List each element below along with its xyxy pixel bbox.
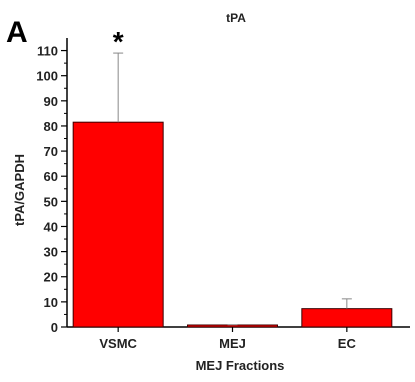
- y-tick-label: 80: [44, 119, 58, 134]
- y-tick-label: 70: [44, 144, 58, 159]
- y-tick-label: 100: [36, 69, 58, 84]
- x-tick-label: MEJ: [219, 336, 246, 351]
- y-tick-label: 110: [37, 44, 58, 59]
- bar-mej: [188, 325, 278, 327]
- y-tick-label: 10: [44, 295, 58, 310]
- y-tick-label: 90: [44, 94, 58, 109]
- y-axis-title: tPA/GAPDH: [12, 154, 27, 226]
- bar-vsmc: [73, 122, 163, 327]
- y-tick-label: 20: [44, 270, 58, 285]
- x-axis-title: MEJ Fractions: [196, 358, 285, 373]
- panel-label: A: [6, 16, 28, 49]
- y-tick-label: 50: [44, 194, 58, 209]
- significance-marker: *: [113, 26, 124, 57]
- y-tick-label: 0: [51, 320, 58, 335]
- plot-area: 0 10 20 30 40 50 60 70 80 90 100 110 * VSMC MEJ EC: [36, 26, 410, 351]
- y-tick-label: 60: [44, 169, 58, 184]
- y-tick-label: 30: [44, 245, 58, 260]
- bar-ec: [302, 309, 392, 327]
- x-tick-label: VSMC: [99, 336, 137, 351]
- x-tick-label: EC: [338, 336, 357, 351]
- y-tick-label: 40: [44, 219, 58, 234]
- chart-title: tPA: [226, 11, 246, 25]
